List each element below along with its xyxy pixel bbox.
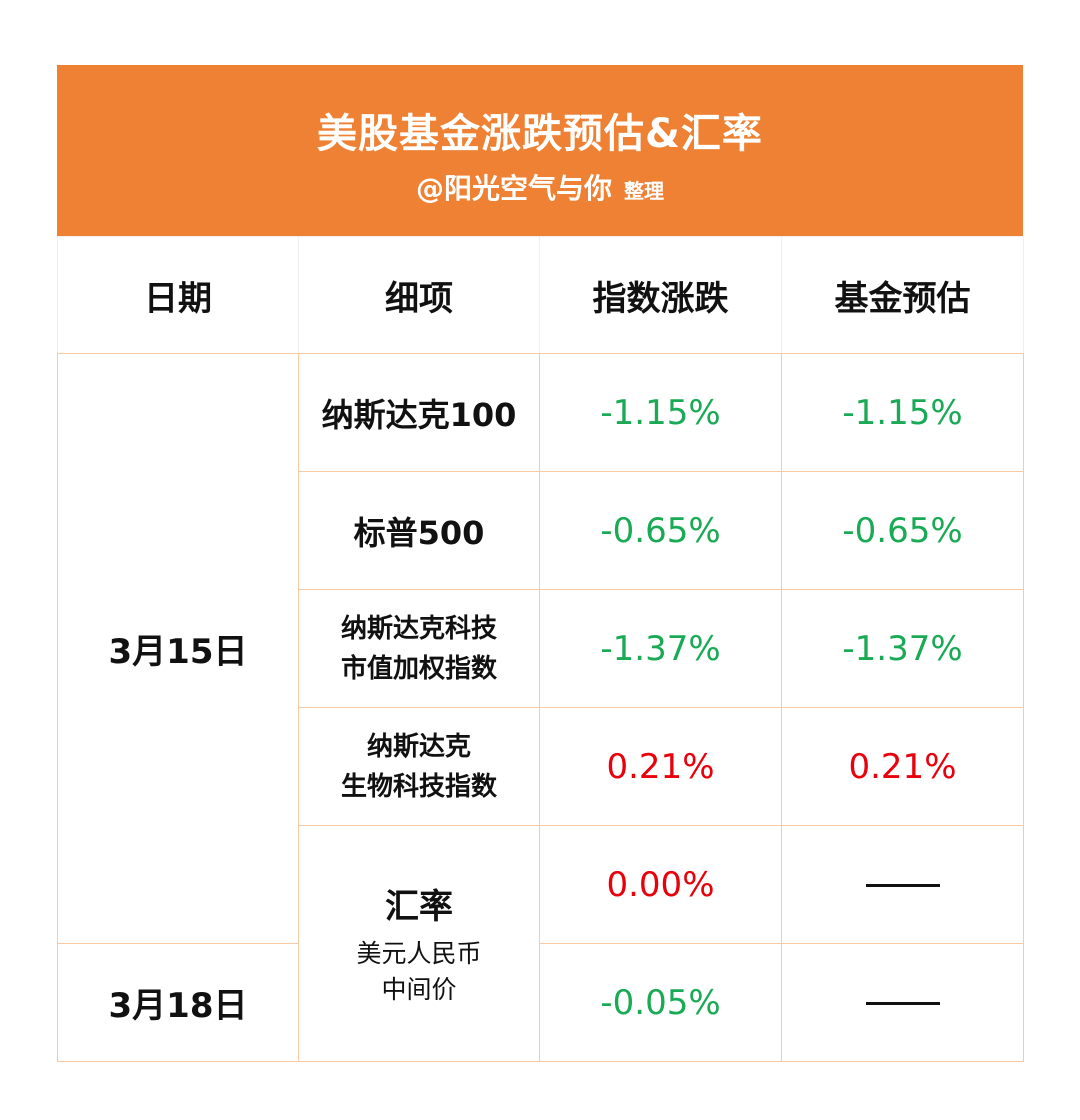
author-line: @阳光空气与你 整理 [57,167,1023,207]
date-cell: 3月15日 [57,353,299,944]
table-row: 纳斯达克 生物科技指数 0.21% 0.21% [58,707,1024,826]
index-change-cell: -1.37% [539,589,782,708]
item-main: 汇率 [385,887,453,927]
item-line: 市值加权指数 [340,653,497,684]
item-cell-exchange-rate: 汇率 美元人民币 中间价 [298,825,540,1062]
estimate-table: 日期 细项 指数涨跌 基金预估 3月15日 纳斯达克100 -1.15% -1.… [57,236,1024,1062]
fund-estimate-cell: 0.21% [781,707,1024,826]
table-row: 汇率 美元人民币 中间价 0.00% —— [58,825,1024,1062]
item-line: 纳斯达克 [366,731,471,762]
date-cell: 3月18日 [57,943,299,1062]
table-header-row: 日期 细项 指数涨跌 基金预估 [57,236,1024,354]
table-row: 3月15日 纳斯达克100 -1.15% -1.15% [57,353,1024,944]
dash-mark [865,884,940,887]
author-name: @阳光空气与你 [415,172,612,205]
fund-estimate-cell: -0.65% [781,471,1024,590]
column-header-index-change: 指数涨跌 [539,236,782,354]
index-change-cell: -0.05% [539,943,782,1062]
page-title: 美股基金涨跌预估&汇率 [317,111,763,157]
index-change-cell: 0.00% [539,825,782,944]
index-change-cell: 0.21% [539,707,782,826]
item-cell: 纳斯达克科技 市值加权指数 [298,589,540,708]
fund-estimate-cell: —— [781,943,1024,1062]
item-sub: 中间价 [381,975,457,1004]
table-row: 3月18日 -0.05% —— [57,943,1024,1062]
item-cell: 标普500 [298,471,540,590]
fund-estimate-cell: —— [781,825,1024,944]
column-header-fund-estimate: 基金预估 [781,236,1024,354]
item-line: 生物科技指数 [340,771,497,802]
item-cell: 纳斯达克100 [298,353,540,472]
header-banner: 美股基金涨跌预估&汇率 @阳光空气与你 整理 [57,65,1023,236]
item-sub: 美元人民币 [356,939,482,968]
column-header-date: 日期 [57,236,299,354]
item-line: 纳斯达克科技 [340,613,497,644]
item-cell: 纳斯达克 生物科技指数 [298,707,540,826]
fund-estimate-card: 美股基金涨跌预估&汇率 @阳光空气与你 整理 日期 细项 指数涨跌 基金预估 3月… [57,65,1024,1062]
column-header-item: 细项 [298,236,540,354]
fund-estimate-cell: -1.15% [781,353,1024,472]
table-row: 标普500 -0.65% -0.65% [58,471,1024,590]
author-suffix: 整理 [624,179,664,203]
index-change-cell: -1.15% [539,353,782,472]
index-change-cell: -0.65% [539,471,782,590]
dash-mark [865,1002,940,1005]
fund-estimate-cell: -1.37% [781,589,1024,708]
